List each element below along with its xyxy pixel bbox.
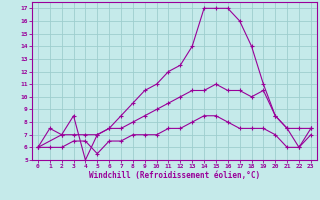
X-axis label: Windchill (Refroidissement éolien,°C): Windchill (Refroidissement éolien,°C) [89,171,260,180]
